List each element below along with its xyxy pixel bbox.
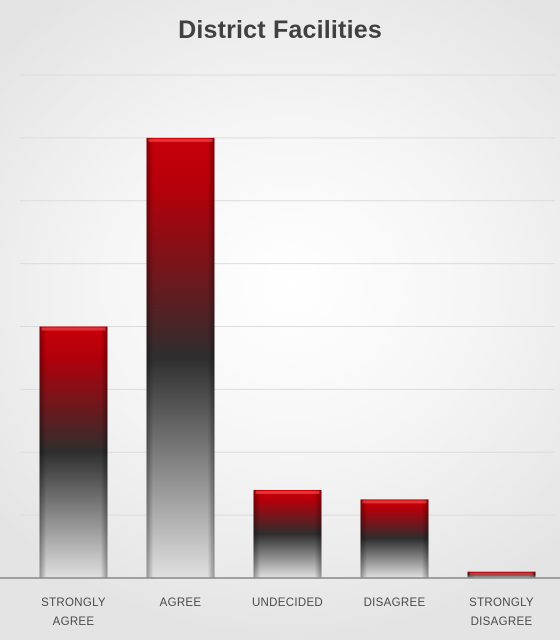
x-tick-label: STRONGLY DISAGREE [452, 594, 552, 632]
bar [360, 499, 429, 578]
x-tick-label-line: STRONGLY [469, 597, 534, 609]
bar [39, 326, 108, 578]
x-tick-label: AGREE [131, 594, 231, 613]
bar [253, 489, 322, 578]
x-tick-label-line: AGREE [159, 597, 202, 609]
chart-title: District Facilities [178, 16, 382, 44]
x-tick-label-line: UNDECIDED [251, 597, 324, 609]
x-tick-label: DISAGREE [345, 594, 445, 613]
x-tick-label-line: STRONGLY [41, 597, 106, 609]
x-tick-label-line: DISAGREE [363, 597, 426, 609]
x-tick-label: STRONGLY AGREE [24, 594, 124, 632]
x-tick-label: UNDECIDED [238, 594, 338, 613]
x-tick-label-line: AGREE [52, 616, 95, 628]
x-tick-label-line: DISAGREE [470, 616, 533, 628]
bar [146, 137, 215, 578]
bar [467, 571, 536, 578]
